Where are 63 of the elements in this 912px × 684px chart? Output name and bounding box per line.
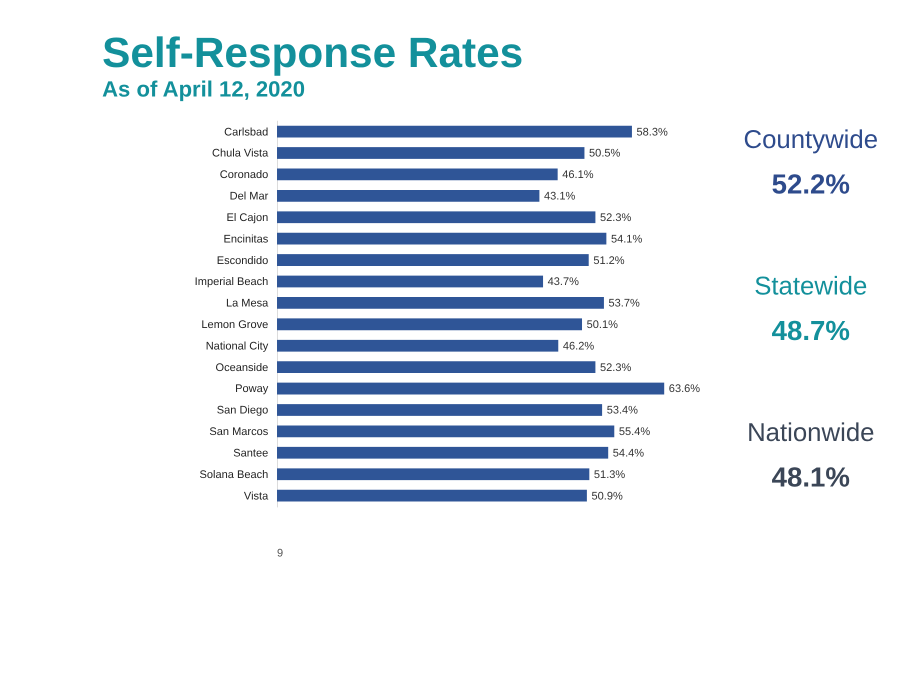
data-label: 50.9% [591,490,623,502]
data-label: 51.2% [593,254,625,267]
y-tick-label: San Marcos [209,426,269,438]
text: 9 [277,548,284,560]
y-tick-label: Santee [233,447,268,460]
data-label: 50.1% [586,318,618,331]
bar [277,468,590,480]
text: Statewide [754,272,868,301]
data-label: 46.2% [562,340,594,352]
bar [277,382,664,394]
text: Countywide [743,126,878,154]
data-label: 50.5% [589,148,621,160]
y-tick-label: Escondido [216,254,268,267]
bar [277,254,589,266]
bar [277,340,558,352]
y-tick-label: Poway [235,383,269,396]
y-tick-label: Oceanside [216,362,268,374]
bar [277,211,596,224]
bar [277,318,582,330]
data-label: 43.1% [544,190,576,203]
y-tick-label: Del Mar [230,190,269,203]
bar [277,425,614,438]
chart-title: Self-Response Rates [102,28,524,76]
y-tick-label: Chula Vista [212,148,270,160]
y-tick-label: Imperial Beach [194,276,268,288]
text: 48.7% [772,315,850,346]
text: 48.1% [772,462,850,493]
bar [277,147,584,159]
bar [277,126,632,138]
data-label: 54.4% [612,447,644,460]
y-tick-label: La Mesa [226,298,270,310]
data-label: 53.7% [608,298,640,310]
data-label: 52.3% [600,212,632,224]
y-tick-label: Solana Beach [200,468,268,481]
bar [277,276,544,288]
y-tick-label: Carlsbad [224,126,268,138]
bar [277,361,596,374]
data-label: 63.6% [668,383,700,396]
y-tick-label: Vista [244,490,270,502]
data-label: 58.3% [636,126,668,138]
bar [277,232,606,245]
bar [277,168,558,180]
y-tick-label: National City [206,340,269,352]
data-label: 55.4% [618,426,650,438]
text: 52.2% [772,168,850,200]
data-label: 53.4% [606,404,638,417]
y-tick-label: San Diego [216,404,268,417]
data-label: 54.1% [610,233,642,246]
y-tick-label: Lemon Grove [201,318,268,331]
bar [277,404,602,416]
y-tick-label: Encinitas [223,233,269,246]
y-tick-label: El Cajon [226,212,268,224]
chart-subtitle: As of April 12, 2020 [102,76,306,102]
data-label: 52.3% [600,362,632,374]
data-label: 51.3% [594,468,626,481]
bar [277,446,608,459]
bar [277,190,540,202]
data-label: 43.7% [548,276,580,288]
bar [277,490,587,502]
data-label: 46.1% [562,169,594,182]
bar [277,297,604,309]
y-tick-label: Coronado [220,169,268,182]
text: Nationwide [747,418,874,447]
